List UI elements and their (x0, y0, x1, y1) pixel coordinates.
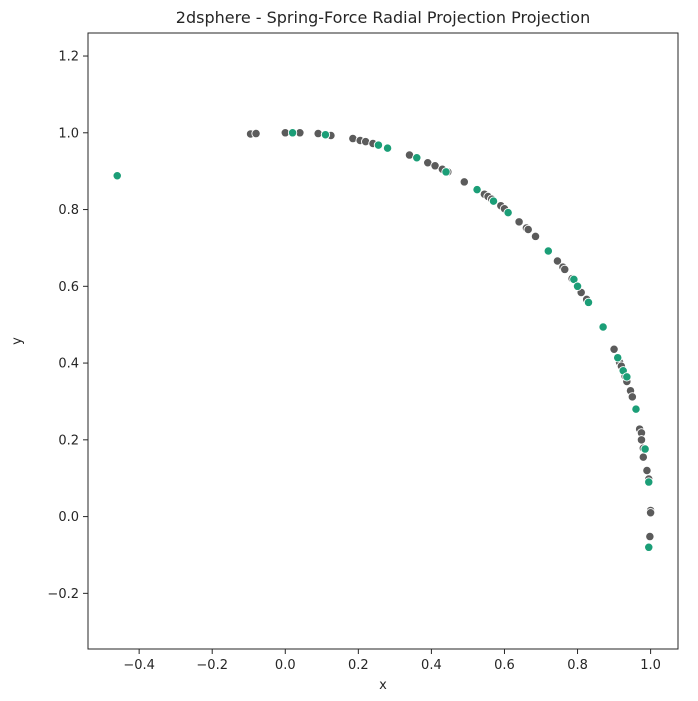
y-tick-label: 0.2 (58, 433, 79, 448)
data-point (598, 322, 608, 332)
data-point (638, 452, 648, 462)
data-point (530, 231, 541, 242)
data-point (287, 128, 298, 138)
data-point (642, 465, 652, 476)
y-tick-label: 0.8 (58, 203, 79, 218)
data-point (459, 177, 469, 187)
data-point (631, 404, 641, 414)
data-point (503, 207, 513, 218)
x-tick-label: 0.6 (494, 658, 515, 673)
data-point (320, 130, 331, 140)
data-point (382, 143, 393, 153)
data-point (373, 140, 384, 150)
data-point (560, 264, 570, 275)
y-tick-label: 1.2 (58, 50, 79, 65)
data-point (645, 508, 656, 518)
data-points (112, 128, 656, 552)
data-point (488, 196, 499, 206)
data-point (583, 297, 594, 308)
x-tick-label: −0.4 (123, 658, 155, 673)
data-point (552, 256, 563, 266)
data-point (543, 246, 553, 256)
x-tick-label: 0.8 (567, 658, 588, 673)
x-tick-label: 0.0 (275, 658, 296, 673)
data-point (644, 477, 654, 487)
chart-title: 2dsphere - Spring-Force Radial Projectio… (176, 8, 590, 27)
data-point (572, 281, 583, 291)
x-tick-label: −0.2 (196, 658, 228, 673)
x-axis: −0.4 −0.2 0.0 0.2 0.4 0.6 0.8 1.0 (123, 649, 661, 673)
y-axis: −0.2 0.0 0.2 0.4 0.6 0.8 1.0 1.2 (47, 50, 88, 602)
data-point (645, 531, 655, 542)
data-point (523, 224, 533, 235)
data-point (622, 372, 632, 382)
x-axis-label: x (379, 678, 387, 693)
y-tick-label: −0.2 (47, 587, 79, 602)
x-tick-label: 1.0 (640, 658, 661, 673)
x-tick-label: 0.4 (421, 658, 442, 673)
data-point (609, 344, 619, 354)
y-tick-label: 1.0 (58, 126, 79, 141)
data-point (514, 217, 524, 227)
data-point (644, 542, 654, 552)
y-axis-label: y (10, 337, 25, 345)
data-point (441, 167, 451, 177)
data-point (640, 444, 650, 454)
data-point (251, 128, 261, 139)
data-point (627, 392, 637, 402)
y-tick-label: 0.4 (58, 357, 79, 372)
plot-area (87, 32, 679, 650)
x-tick-label: 0.2 (348, 658, 369, 673)
data-point (412, 153, 422, 163)
y-tick-label: 0.6 (58, 280, 79, 295)
y-tick-label: 0.0 (58, 510, 79, 525)
data-point (613, 353, 623, 363)
data-point (112, 171, 122, 181)
data-point (636, 435, 647, 445)
data-point (472, 184, 482, 195)
